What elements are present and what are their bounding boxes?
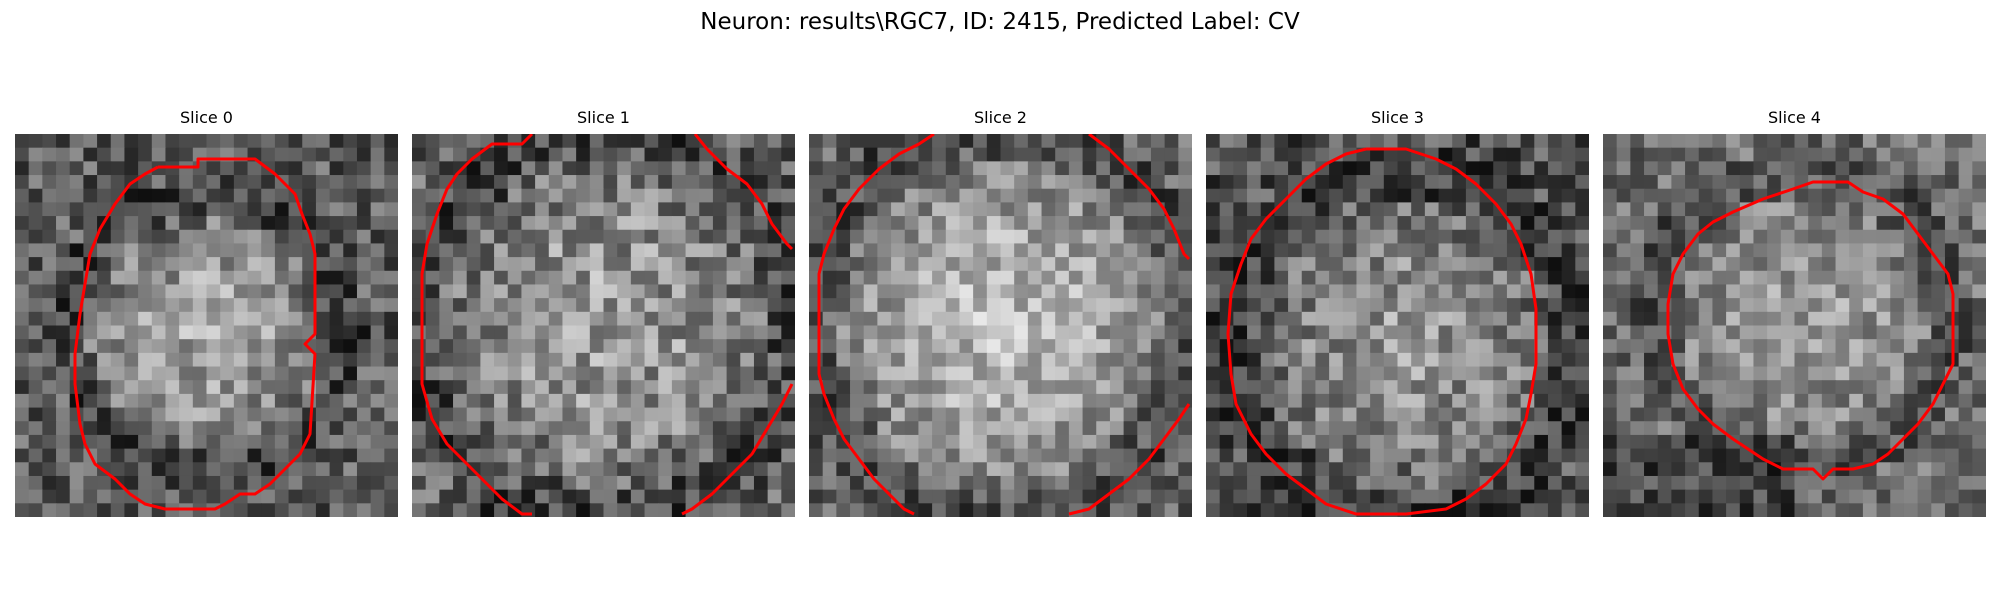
- cell-contour: [1088, 134, 1191, 261]
- cell-contour: [73, 157, 317, 511]
- slice-pixels: [15, 134, 398, 517]
- cell-contour: [420, 134, 534, 516]
- figure-title: Neuron: results\RGC7, ID: 2415, Predicte…: [700, 9, 1300, 35]
- cell-contour: [1666, 180, 1955, 481]
- slice-pixels: [1603, 134, 1986, 517]
- cell-contour: [1068, 403, 1191, 516]
- slice-pixels: [412, 134, 795, 517]
- cell-contour: [681, 383, 794, 516]
- slice-pixels: [809, 134, 1192, 517]
- cell-contour: [693, 134, 794, 251]
- slice-pixels: [1206, 134, 1589, 517]
- slice-image: [1603, 134, 1986, 517]
- slice-image: [1206, 134, 1589, 517]
- slice-title: Slice 4: [1768, 108, 1821, 127]
- cell-contour: [817, 134, 935, 516]
- slice-image: [412, 134, 795, 517]
- cell-contour: [1226, 147, 1538, 516]
- slice-title: Slice 2: [974, 108, 1027, 127]
- slice-title: Slice 1: [577, 108, 630, 127]
- slice-title: Slice 0: [180, 108, 233, 127]
- slice-image: [15, 134, 398, 517]
- slice-title: Slice 3: [1371, 108, 1424, 127]
- slice-image: [809, 134, 1192, 517]
